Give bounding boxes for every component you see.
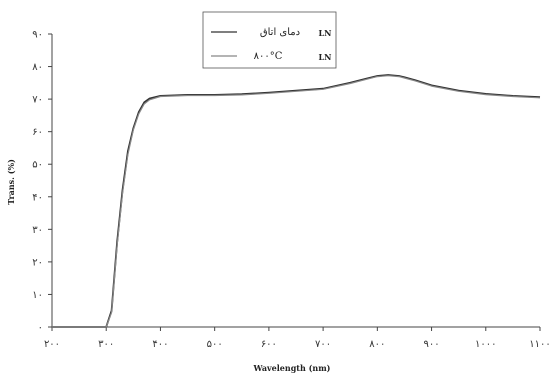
legend: دمای اتاق LN ۸۰۰°C LN	[202, 11, 337, 69]
x-tick-label: ۱۱۰۰	[529, 339, 550, 350]
y-axis-title: Trans. (%)	[6, 159, 16, 205]
y-tick-label: ۸۰	[32, 62, 43, 73]
x-axis-title: Wavelength (nm)	[253, 363, 331, 373]
y-tick-label: ۹۰	[32, 30, 43, 41]
x-tick-label: ۱۰۰۰	[475, 339, 496, 350]
x-tick-label: ۵۰۰	[207, 339, 223, 350]
y-tick-label: ۶۰	[32, 127, 43, 138]
legend-label-2: ۸۰۰°C	[254, 51, 283, 62]
y-tick-label: ۵۰	[32, 160, 43, 171]
series-line-1	[52, 74, 541, 328]
y-tick-label: ۱۰	[32, 290, 43, 301]
x-tick-label: ۹۰۰	[423, 339, 439, 350]
legend-sample-1: LN	[319, 28, 332, 38]
x-tick-label: ۶۰۰	[261, 339, 277, 350]
x-tick-label: ۲۰۰	[44, 339, 60, 350]
y-tick-label: ۰	[38, 323, 43, 334]
ticks: ۲۰۰ ۳۰۰ ۴۰۰ ۵۰۰ ۶۰۰ ۷۰۰ ۸۰۰ ۹۰۰ ۱۰۰۰ ۱۱۰۰ ۰ ۱۰ ۲۰ ۳۰ ۴…	[32, 30, 550, 351]
x-tick-label: ۷۰۰	[315, 339, 331, 350]
y-tick-label: ۳۰	[32, 225, 43, 236]
legend-box	[202, 11, 337, 69]
series-line-2	[52, 75, 541, 328]
x-tick-label: ۸۰۰	[369, 339, 385, 350]
series-layer	[52, 74, 541, 328]
x-tick-label: ۴۰۰	[152, 339, 168, 350]
y-tick-label: ۷۰	[32, 95, 43, 106]
y-tick-label: ۴۰	[32, 192, 43, 203]
axes	[51, 34, 540, 328]
y-tick-label: ۲۰	[32, 257, 43, 268]
x-tick-label: ۳۰۰	[98, 339, 114, 350]
legend-sample-2: LN	[319, 52, 332, 62]
legend-label-1: دمای اتاق	[260, 27, 300, 38]
